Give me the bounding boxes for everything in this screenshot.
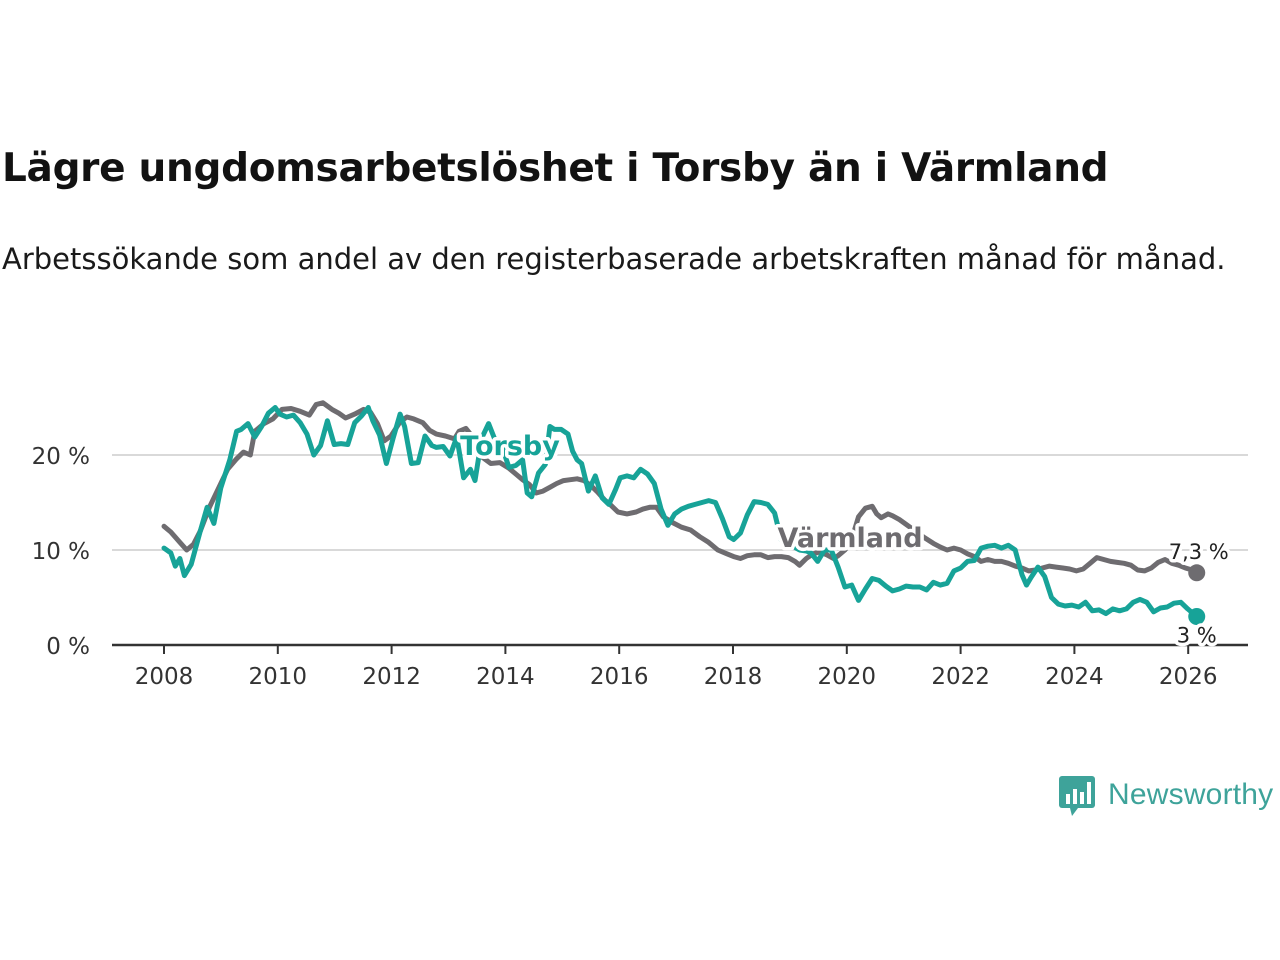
x-tick-label: 2012	[362, 664, 421, 690]
newsworthy-logo-icon	[1059, 776, 1095, 816]
end-point-varmland	[1188, 564, 1206, 582]
series-labels: Torsby Värmland 7,3 % 3 %	[457, 428, 1233, 652]
series-line-varmland	[161, 400, 1200, 576]
y-tick-label: 10 %	[32, 539, 90, 565]
brand[interactable]: Newsworthy	[1058, 772, 1273, 818]
series-line-torsby	[161, 405, 1200, 619]
end-label-varmland: 7,3 %	[1169, 540, 1229, 564]
x-tick-label: 2022	[931, 664, 990, 690]
y-tick-label: 0 %	[46, 634, 90, 660]
x-tick-label: 2010	[249, 664, 308, 690]
x-tick-label: 2020	[818, 664, 877, 690]
chart-title: Lägre ungdomsarbetslöshet i Torsby än i …	[2, 146, 1109, 191]
end-point-torsby	[1188, 608, 1206, 625]
brand-name: Newsworthy	[1108, 778, 1274, 811]
x-tick-label: 2024	[1045, 664, 1104, 690]
end-label-torsby: 3 %	[1177, 624, 1217, 648]
series-label-varmland: Värmland	[777, 523, 922, 554]
gridlines	[112, 454, 1248, 551]
x-tick-label: 2018	[704, 664, 763, 690]
series-label-torsby: Torsby	[460, 431, 560, 462]
x-tick-label: 2026	[1159, 664, 1218, 690]
series-lines	[161, 400, 1206, 625]
chart-subtitle: Arbetssökande som andel av den registerb…	[2, 242, 1226, 276]
y-tick-label: 20 %	[32, 444, 90, 470]
x-tick-label: 2016	[590, 664, 649, 690]
x-tick-label: 2008	[135, 664, 194, 690]
x-tick-label: 2014	[476, 664, 535, 690]
axes: 0 % 10 % 20 % 2008 2010 2012 2014 2016 2018 2020 2…	[32, 444, 1248, 690]
